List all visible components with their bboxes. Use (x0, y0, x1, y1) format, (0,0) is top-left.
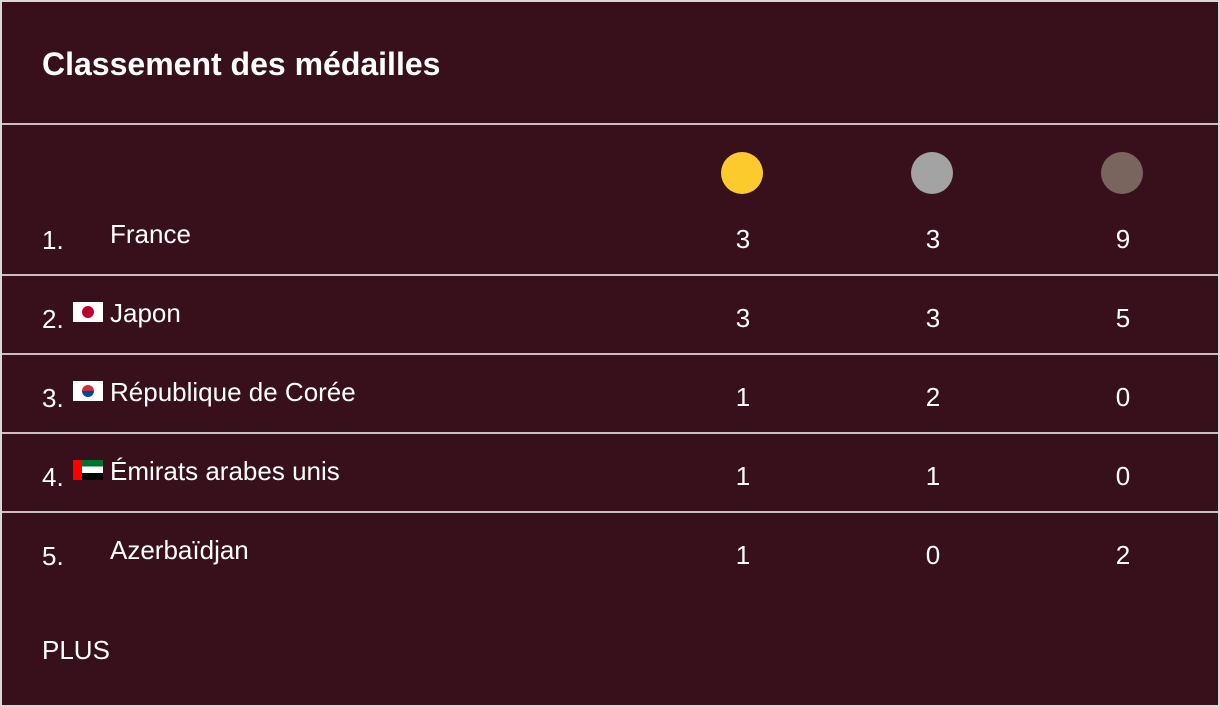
rank: 3. (42, 383, 64, 413)
more-link[interactable]: PLUS (42, 635, 110, 665)
country-name: République de Corée (110, 377, 356, 407)
row-divider (2, 353, 1218, 355)
country-name: Émirats arabes unis (110, 456, 340, 486)
country-name: Japon (110, 298, 181, 328)
bronze-count: 2 (1115, 540, 1131, 570)
bronze-count: 0 (1115, 382, 1131, 412)
bronze-icon (1101, 152, 1143, 194)
gold-count: 3 (735, 303, 751, 333)
row-divider (2, 511, 1218, 513)
bronze-count: 5 (1115, 303, 1131, 333)
row-divider (2, 432, 1218, 434)
gold-count: 3 (735, 224, 751, 254)
bronze-count: 9 (1115, 224, 1131, 254)
country-name: France (110, 219, 191, 249)
silver-count: 2 (925, 382, 941, 412)
country-name: Azerbaïdjan (110, 535, 249, 565)
silver-count: 3 (925, 303, 941, 333)
flag-japan (73, 302, 103, 322)
rank: 1. (42, 225, 64, 255)
silver-count: 3 (925, 224, 941, 254)
bronze-count: 0 (1115, 461, 1131, 491)
rank: 2. (42, 304, 64, 334)
flag-uae (73, 460, 103, 480)
silver-count: 0 (925, 540, 941, 570)
gold-count: 1 (735, 540, 751, 570)
gold-icon (721, 152, 763, 194)
silver-icon (911, 152, 953, 194)
gold-count: 1 (735, 461, 751, 491)
divider (2, 123, 1218, 125)
flag-korea (73, 381, 103, 401)
row-divider (2, 274, 1218, 276)
rank: 4. (42, 462, 64, 492)
widget-title: Classement des médailles (42, 46, 441, 82)
flag-stripe (73, 460, 82, 480)
flag-disc (82, 385, 94, 397)
flag-disc (82, 306, 94, 318)
rank: 5. (42, 541, 64, 571)
gold-count: 1 (735, 382, 751, 412)
silver-count: 1 (925, 461, 941, 491)
